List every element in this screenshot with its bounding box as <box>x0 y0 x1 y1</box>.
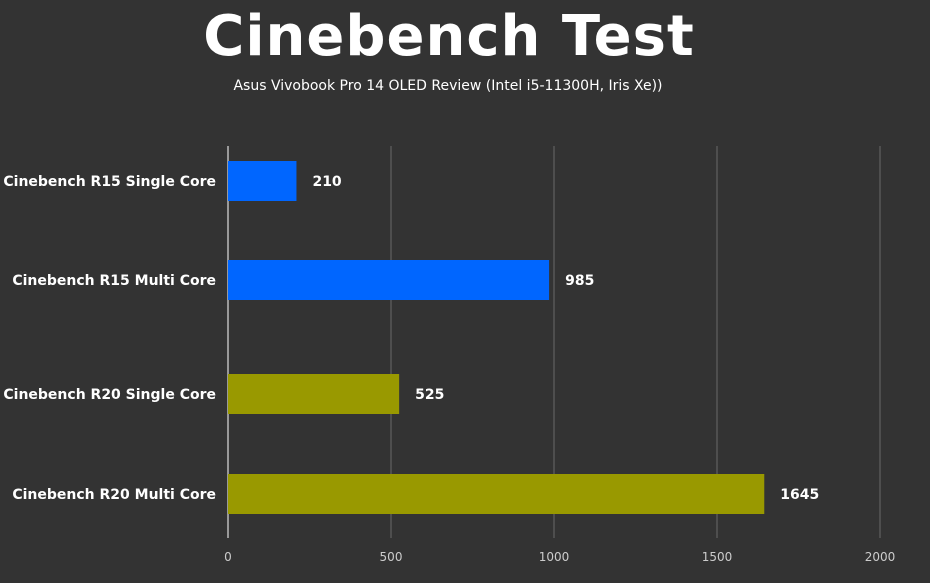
category-label-cinebench-r15-single-core: Cinebench R15 Single Core <box>3 174 216 190</box>
chart-subtitle: Asus Vivobook Pro 14 OLED Review (Intel … <box>233 78 663 94</box>
value-label-cinebench-r20-multi-core: 1645 <box>780 487 819 503</box>
x-tick-label-0: 0 <box>224 550 232 564</box>
x-tick-label-500: 500 <box>380 550 403 564</box>
value-label-cinebench-r15-multi-core: 985 <box>565 273 594 289</box>
category-label-cinebench-r20-single-core: Cinebench R20 Single Core <box>3 387 216 403</box>
bar-cinebench-r20-multi-core <box>228 474 765 514</box>
x-tick-label-1000: 1000 <box>539 550 570 564</box>
x-tick-label-2000: 2000 <box>865 550 896 564</box>
bars <box>228 161 765 514</box>
bar-cinebench-r15-single-core <box>228 161 297 201</box>
value-label-cinebench-r15-single-core: 210 <box>312 174 341 190</box>
category-label-cinebench-r20-multi-core: Cinebench R20 Multi Core <box>12 487 216 503</box>
bar-cinebench-r15-multi-core <box>228 260 550 300</box>
category-label-cinebench-r15-multi-core: Cinebench R15 Multi Core <box>12 273 216 289</box>
bar-cinebench-r20-single-core <box>228 374 400 414</box>
chart-title: Cinebench Test <box>203 4 695 69</box>
value-label-cinebench-r20-single-core: 525 <box>415 387 444 403</box>
labels: 0 500 1000 1500 2000 210 Cinebench R15 Single … <box>3 174 895 564</box>
gridlines <box>390 146 881 538</box>
x-tick-label-1500: 1500 <box>702 550 733 564</box>
